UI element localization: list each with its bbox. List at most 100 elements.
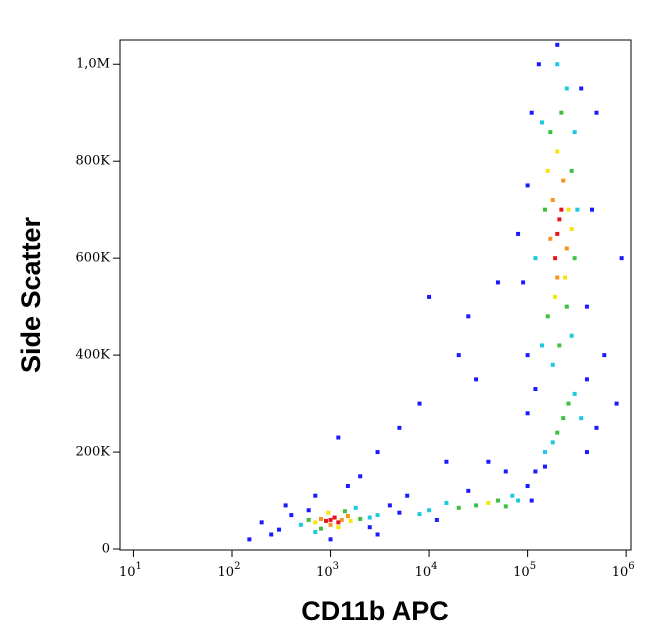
point [313,493,318,498]
point [375,513,380,518]
point [277,527,282,532]
point [387,503,392,508]
x-tick-exponent: 2 [234,561,240,572]
point [550,197,555,202]
point [495,280,500,285]
point [550,362,555,367]
y-tick-label: 800K [75,154,110,169]
point [540,120,545,125]
point [375,532,380,537]
point [332,515,337,520]
point [367,515,372,520]
point [516,231,521,236]
point [555,62,560,67]
x-tick-base: 10 [612,565,629,580]
point [444,459,449,464]
point [536,62,541,67]
point [336,435,341,440]
point [486,459,491,464]
point [474,503,479,508]
point [550,440,555,445]
point [584,450,589,455]
point [342,509,347,514]
point [575,207,580,212]
point [456,353,461,358]
point [510,493,515,498]
point [614,401,619,406]
point [306,517,311,522]
point [555,275,560,280]
point [495,498,500,503]
point [375,450,380,455]
point [466,314,471,319]
x-axis-title: CD11b APC [301,596,449,626]
point [353,505,358,510]
point [563,275,568,280]
points [247,42,624,542]
point [417,401,422,406]
x-tick-label: 106 [612,561,635,580]
point [358,516,363,521]
x-tick-label: 101 [119,561,142,580]
point [529,498,534,503]
point [358,474,363,479]
point [561,416,566,421]
x-tick-label: 104 [415,561,438,580]
plot-frame [119,39,632,551]
point [345,514,350,519]
point [542,207,547,212]
x-tick-label: 103 [316,561,339,580]
x-tick-exponent: 5 [530,561,536,572]
point [548,236,553,241]
point [594,110,599,115]
point [367,525,372,530]
point [397,510,402,515]
point [572,256,577,261]
point [566,401,571,406]
point [545,168,550,173]
point [328,522,333,527]
point [555,430,560,435]
point [348,518,353,523]
point [283,503,288,508]
point [456,505,461,510]
point [525,353,530,358]
point [542,464,547,469]
x-tick-label: 102 [218,561,241,580]
point [516,498,521,503]
point [553,256,558,261]
point [405,493,410,498]
x-tick-base: 10 [415,565,432,580]
point [417,512,422,517]
point [555,42,560,47]
point [474,377,479,382]
x-tick-exponent: 6 [628,561,634,572]
point [259,520,264,525]
point [525,183,530,188]
point [555,149,560,154]
point [427,508,432,513]
point [564,86,569,91]
x-tick-base: 10 [218,565,235,580]
y-tick-label: 400K [75,348,110,363]
point [521,280,526,285]
point [529,110,534,115]
point [564,246,569,251]
point [533,469,538,474]
point [533,256,538,261]
point [525,484,530,489]
point [444,500,449,505]
point [289,513,294,518]
point [318,526,323,531]
point [542,450,547,455]
point [269,532,274,537]
point [324,518,329,523]
point [336,520,341,525]
point [326,510,331,515]
point [466,488,471,493]
point [557,343,562,348]
point [594,425,599,430]
y-tick-label: 0 [102,542,110,557]
point [486,500,491,505]
y-tick-label: 1,0M [76,57,110,72]
